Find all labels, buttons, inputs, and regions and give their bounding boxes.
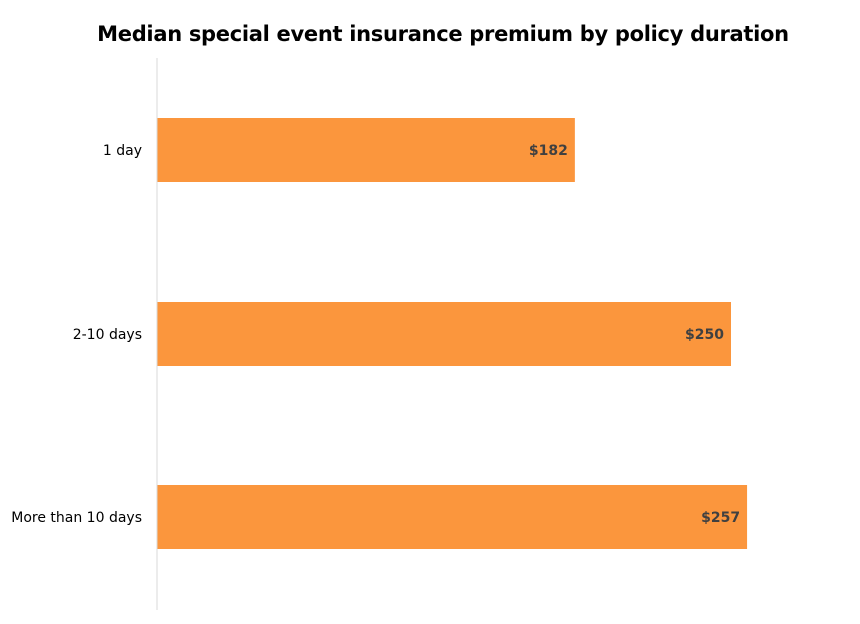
category-label: More than 10 days [11, 510, 142, 526]
chart-title: Median special event insurance premium b… [97, 22, 789, 46]
category-label: 2-10 days [73, 327, 142, 343]
data-label: $182 [529, 143, 568, 159]
bar [157, 485, 748, 549]
data-label: $257 [701, 510, 740, 526]
data-label: $250 [685, 327, 724, 343]
category-label: 1 day [103, 143, 142, 159]
bar [157, 302, 731, 366]
bar [157, 118, 575, 182]
